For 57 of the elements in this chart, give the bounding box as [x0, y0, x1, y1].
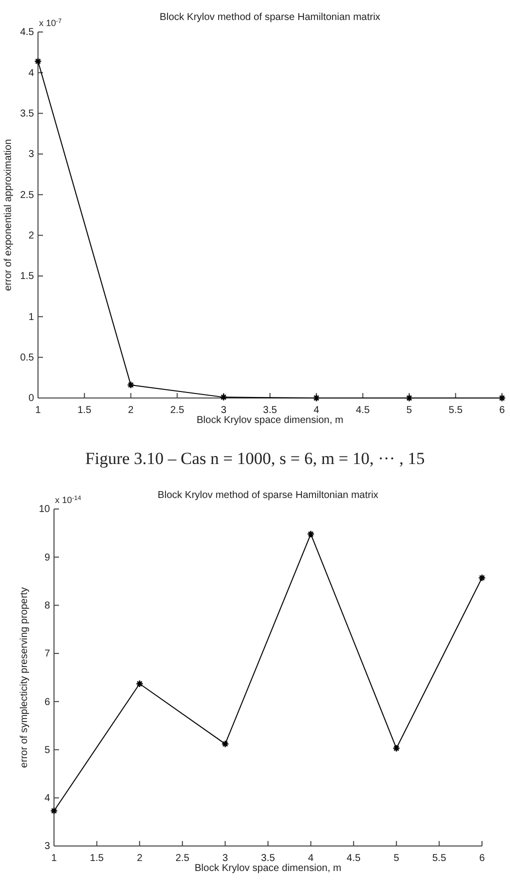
point — [126, 381, 135, 389]
x-tick-label: 2.5 — [170, 405, 185, 416]
x-tick-label: 1.5 — [77, 405, 92, 416]
y-tick-label: 7 — [44, 648, 50, 660]
y-tick-label: 8 — [44, 600, 50, 612]
point — [392, 744, 400, 752]
x-axis-title: Block Krylov space dimension, m — [196, 415, 344, 426]
x-tick-label: 2.5 — [175, 853, 190, 864]
x-tick-label: 6 — [479, 853, 486, 864]
x-tick-label: 5.5 — [448, 405, 463, 416]
point — [220, 393, 228, 402]
point — [306, 530, 315, 538]
y-tick-label: 3 — [28, 149, 34, 160]
x-tick-label: 5 — [394, 853, 400, 864]
chart-title: Block Krylov method of sparse Hamiltonian matrix — [160, 12, 380, 23]
x-tick-label: 1 — [51, 853, 58, 864]
caption: Figure 3.10 – Cas n = 1000, s = 6, m = 10, ··· , 15 — [85, 449, 425, 468]
x-tick-label: 5 — [406, 405, 412, 416]
y-tick-label: 5 — [44, 744, 50, 756]
text: x 10$^{-7}$ — [39, 18, 62, 28]
y-axis-title: error of exponential approximation — [3, 139, 14, 291]
y-tick-label: 3.5 — [20, 108, 34, 120]
point — [405, 394, 414, 402]
x-tick-label: 5.5 — [432, 853, 447, 864]
y-tick-label: 10 — [38, 504, 50, 516]
y-tick-label: 0.5 — [20, 352, 34, 364]
x-tick-label: 3.5 — [261, 853, 276, 864]
y-tick-label: 3 — [44, 841, 50, 852]
y-tick-label: 1.5 — [20, 271, 34, 282]
text: x 10$^{-14}$ — [55, 494, 82, 505]
point — [312, 394, 320, 402]
point — [221, 740, 230, 748]
x-tick-label: 4.5 — [346, 853, 361, 864]
x-tick-label: 3 — [222, 853, 228, 864]
chart-title: Block Krylov method of sparse Hamiltonian matrix — [158, 490, 378, 501]
x-tick-label: 2 — [128, 405, 134, 416]
point — [136, 680, 144, 688]
x-tick-label: 3.5 — [263, 405, 278, 416]
x-tick-label: 3 — [220, 405, 227, 416]
y-tick-label: 0 — [28, 393, 34, 404]
y-tick-label: 9 — [44, 552, 50, 564]
x-tick-label: 6 — [499, 405, 506, 416]
x-tick-label: 4.5 — [356, 405, 370, 416]
x-tick-label: 4 — [308, 853, 314, 864]
y-tick-label: 1 — [28, 312, 34, 323]
y-tick-label: 4 — [44, 793, 50, 804]
x-tick-label: 1 — [35, 405, 42, 416]
x-tick-label: 4 — [314, 405, 320, 416]
y-tick-label: 4 — [28, 68, 34, 79]
y-tick-label: 4.5 — [20, 27, 34, 38]
y-tick-label: 2.5 — [20, 190, 34, 201]
x-tick-label: 2 — [136, 853, 143, 864]
y-axis-title: error of symplecticity preserving property — [19, 587, 30, 768]
y-tick-label: 6 — [44, 696, 50, 708]
x-tick-label: 1.5 — [90, 853, 104, 864]
x-axis-title: Block Krylov space dimension, m — [194, 863, 342, 874]
y-tick-label: 2 — [28, 230, 34, 242]
